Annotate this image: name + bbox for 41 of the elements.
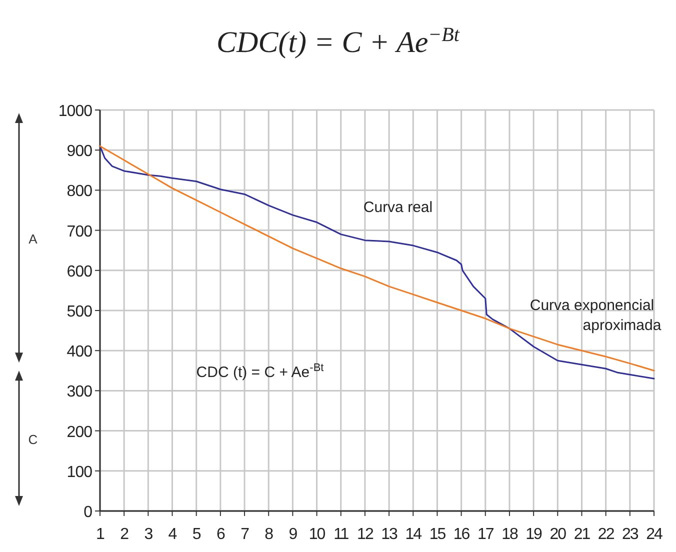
y-tick-label: 400 [66, 344, 93, 361]
y-tick-label: 800 [66, 183, 93, 200]
y-tick-label: 300 [66, 384, 93, 401]
x-tick-label: 2 [120, 526, 130, 543]
x-tick-label: 12 [357, 526, 374, 543]
annotation: CDC (t) = C + Ae$^{-Bt}$ [196, 362, 324, 381]
x-tick-label: 8 [264, 526, 274, 543]
x-tick-label: 19 [526, 526, 543, 543]
y-tick-label: 600 [66, 263, 93, 280]
x-tick-label: 17 [477, 526, 494, 543]
x-tick-label: 18 [502, 526, 518, 543]
x-tick-label: 9 [288, 526, 298, 543]
x-tick-label: 4 [168, 526, 178, 543]
y-tick-label: 100 [66, 464, 93, 481]
annotation: Curva real [363, 199, 433, 216]
x-tick-label: 6 [216, 526, 226, 543]
y-tick-label: 0 [84, 504, 93, 521]
y-tick-label: 500 [66, 304, 93, 320]
x-tick-label: 13 [381, 526, 398, 543]
x-tick-label: 5 [192, 526, 202, 543]
y-tick-label: 200 [66, 424, 93, 441]
x-tick-label: 7 [240, 526, 250, 543]
x-tick-label: 16 [453, 526, 470, 543]
annotation: Curva exponencial aproximada [530, 297, 662, 334]
x-tick-label: 1 [96, 526, 106, 543]
y-tick-label: 900 [66, 143, 93, 160]
x-tick-label: 21 [574, 526, 591, 543]
y-tick-label: 700 [66, 223, 93, 240]
chart-title: CDC(t) = C + Ae$^{−Bt}$ [216, 24, 460, 59]
x-tick-label: 22 [598, 526, 615, 543]
x-tick-label: 20 [550, 526, 567, 543]
x-tick-label: 24 [646, 526, 663, 543]
x-tick-label: 3 [144, 526, 154, 543]
text: A [28, 231, 38, 246]
x-tick-label: 23 [622, 526, 639, 543]
x-tick-label: 10 [308, 526, 326, 543]
text: C [28, 432, 38, 447]
x-tick-label: 15 [429, 526, 446, 543]
y-tick-label: 1000 [58, 103, 93, 120]
x-tick-label: 14 [405, 526, 422, 543]
x-tick-label: 11 [334, 526, 350, 543]
